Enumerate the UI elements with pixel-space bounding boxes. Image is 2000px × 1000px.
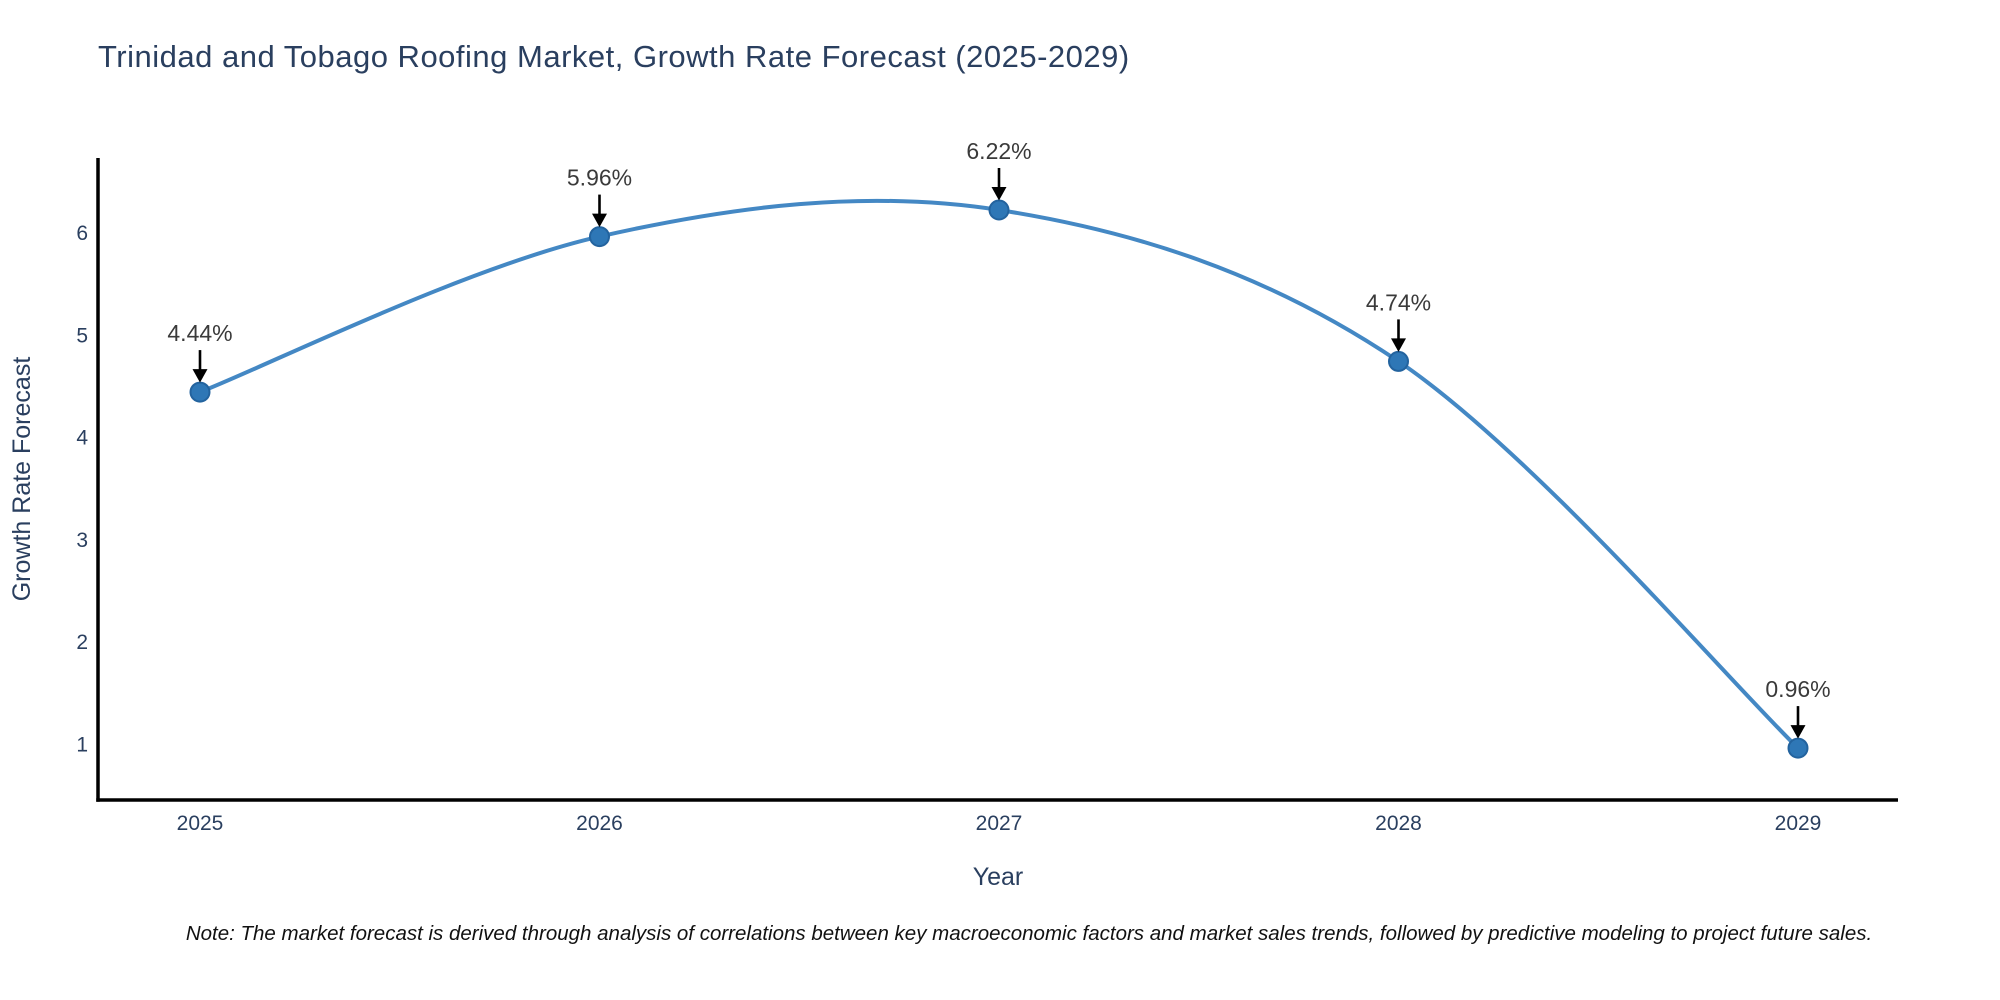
series-markers bbox=[189, 199, 1809, 759]
y-tick-label: 4 bbox=[76, 427, 88, 450]
y-tick-label: 5 bbox=[76, 324, 88, 347]
data-point-marker[interactable] bbox=[1388, 350, 1409, 372]
annotation-label: 0.96% bbox=[1765, 676, 1830, 702]
annotation-label: 6.22% bbox=[966, 138, 1031, 164]
data-point-marker[interactable] bbox=[589, 226, 610, 248]
annotation-arrowhead-icon bbox=[991, 186, 1007, 201]
data-point-marker[interactable] bbox=[1787, 737, 1809, 759]
annotation-arrowhead-icon bbox=[592, 213, 607, 228]
annotation-label: 5.96% bbox=[567, 165, 632, 191]
data-point-marker[interactable] bbox=[189, 381, 211, 403]
series-line bbox=[198, 198, 1800, 751]
x-tick-label: 2027 bbox=[976, 812, 1023, 835]
y-axis-ticks: 1 2 3 4 5 6 bbox=[76, 222, 88, 757]
annotation-arrowhead-icon bbox=[192, 369, 208, 383]
x-axis-title: Year bbox=[973, 863, 1024, 891]
y-tick-label: 2 bbox=[76, 631, 88, 654]
y-tick-label: 3 bbox=[76, 529, 88, 552]
annotation-arrowhead-icon bbox=[1391, 338, 1406, 352]
x-tick-label: 2029 bbox=[1775, 812, 1822, 835]
series-line-path bbox=[198, 198, 1800, 751]
x-tick-label: 2025 bbox=[177, 812, 224, 835]
data-point-marker[interactable] bbox=[988, 199, 1010, 221]
y-tick-label: 6 bbox=[76, 222, 88, 245]
y-axis-title: Growth Rate Forecast bbox=[8, 357, 36, 602]
annotation-label: 4.74% bbox=[1366, 289, 1431, 315]
x-tick-label: 2026 bbox=[576, 812, 623, 835]
annotation-label: 4.44% bbox=[167, 320, 232, 346]
point-annotations: 4.44% 5.96% 6.22% 4.74% 0.96% bbox=[167, 138, 1831, 739]
footnote: Note: The market forecast is derived thr… bbox=[186, 922, 1872, 945]
y-tick-label: 1 bbox=[76, 734, 88, 757]
annotation-arrowhead-icon bbox=[1790, 725, 1806, 739]
x-tick-label: 2028 bbox=[1375, 812, 1422, 835]
chart-title: Trinidad and Tobago Roofing Market, Grow… bbox=[98, 39, 1130, 74]
x-axis-ticks: 2025 2026 2027 2028 2029 bbox=[177, 812, 1822, 835]
